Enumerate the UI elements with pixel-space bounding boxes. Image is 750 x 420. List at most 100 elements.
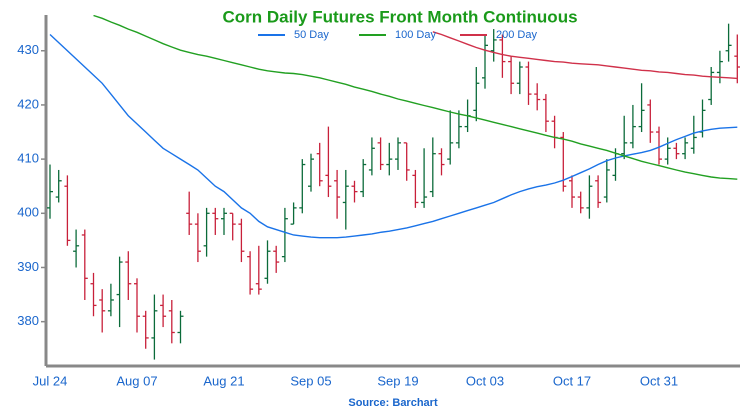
ohlc-bar [134, 278, 140, 333]
ohlc-bar [73, 229, 80, 268]
ohlc-bar [682, 137, 689, 160]
ohlc-bar [342, 169, 349, 230]
ohlc-bar [438, 148, 445, 176]
ohlc-bar [403, 142, 410, 181]
ohlc-bar [255, 245, 262, 295]
x-tick-label: Oct 03 [466, 373, 504, 388]
ohlc-bar [725, 23, 732, 62]
y-tick-label: 390 [17, 259, 39, 274]
ohlc-bar [629, 104, 636, 149]
ohlc-bar [377, 137, 384, 170]
ohlc-bar [221, 207, 227, 235]
ohlc-bar [212, 207, 219, 235]
ohlc-bar [90, 272, 97, 317]
ohlc-bar [194, 213, 201, 263]
ohlc-bar [447, 110, 454, 165]
ohlc-bar [551, 115, 558, 149]
source-note: Source: Barchart [348, 397, 438, 409]
ohlc-bar [368, 137, 375, 176]
ohlc-bar [525, 61, 532, 105]
ohlc-bar [64, 175, 71, 246]
ohlc-bar [638, 83, 645, 133]
x-tick-label: Oct 17 [553, 373, 591, 388]
ohlc-bar [664, 137, 671, 165]
ohlc-bar [107, 283, 114, 317]
legend-label: 50 Day [294, 29, 329, 41]
ohlc-bar [299, 159, 306, 214]
ohlc-bar [542, 94, 549, 133]
ohlc-bar [360, 159, 367, 198]
x-tick-label: Oct 31 [640, 373, 678, 388]
ohlc-bar [81, 229, 88, 300]
ohlc-bar [429, 137, 436, 198]
ohlc-bar [177, 310, 184, 344]
ohlc-bar [247, 251, 254, 295]
ohlc-bar [334, 169, 341, 219]
ohlc-bar [708, 67, 715, 105]
ohlc-bar [264, 240, 271, 284]
ohlc-bar [351, 180, 358, 203]
ohlc-bar [125, 251, 132, 300]
ohlc-bar [473, 67, 480, 122]
ohlc-bar [603, 159, 610, 203]
ohlc-bar [577, 191, 584, 214]
ohlc-bar [116, 256, 123, 328]
x-tick-label: Sep 05 [290, 373, 331, 388]
ohlc-bar [656, 126, 662, 165]
ohlc-bar [621, 115, 628, 160]
x-tick-label: Jul 24 [33, 373, 68, 388]
ohlc-bar [595, 175, 602, 208]
legend-label: 100 Day [395, 29, 436, 41]
ohlc-bar [499, 34, 506, 78]
ohlc-bar [55, 169, 62, 203]
chart-title: Corn Daily Futures Front Month Continuou… [222, 7, 577, 26]
ohlc-bar [203, 207, 210, 257]
ohlc-bar [690, 115, 697, 154]
x-tick-label: Sep 19 [377, 373, 418, 388]
ohlc-bar [168, 299, 175, 344]
ohlc-bar [412, 169, 419, 208]
ohlc-bar [586, 175, 593, 219]
ohlc-bar [142, 310, 149, 349]
ohlc-bar [569, 175, 575, 208]
legend-label: 200 Day [496, 29, 537, 41]
ohlc-bar [47, 164, 53, 219]
x-tick-label: Aug 07 [116, 373, 157, 388]
ohlc-bar [151, 294, 158, 360]
ohlc-bar [186, 191, 193, 235]
ohlc-bar [325, 126, 332, 198]
y-tick-label: 430 [17, 42, 39, 57]
moving-average-line [432, 31, 738, 80]
moving-average-line [49, 33, 738, 239]
ohlc-bar [308, 153, 314, 192]
ohlc-bar [673, 142, 680, 160]
ohlc-bar [273, 245, 280, 273]
y-tick-label: 400 [17, 205, 39, 220]
y-tick-label: 420 [17, 96, 39, 111]
ohlc-bar [490, 29, 497, 62]
ohlc-bar [281, 207, 288, 263]
ohlc-bar [395, 137, 401, 170]
ohlc-bar [734, 34, 740, 84]
ohlc-bar [229, 212, 236, 241]
ohlc-bar [534, 83, 541, 111]
ohlc-bar [316, 142, 323, 187]
ohlc-bar [482, 34, 488, 89]
ohlc-bar [421, 148, 428, 208]
ohlc-bar [516, 61, 523, 95]
x-tick-label: Aug 21 [203, 373, 244, 388]
ohlc-bar [716, 50, 723, 84]
moving-average-line [93, 15, 738, 180]
ohlc-bar [290, 202, 297, 225]
ohlc-bar [160, 294, 167, 328]
y-tick-label: 380 [17, 313, 39, 328]
y-tick-label: 410 [17, 151, 39, 166]
plot-area [47, 15, 740, 360]
ohlc-bar [238, 218, 245, 263]
ohlc-bar [386, 142, 393, 176]
ohlc-bar [647, 99, 654, 143]
ohlc-bar [99, 289, 106, 333]
ohlc-bar [455, 110, 462, 149]
